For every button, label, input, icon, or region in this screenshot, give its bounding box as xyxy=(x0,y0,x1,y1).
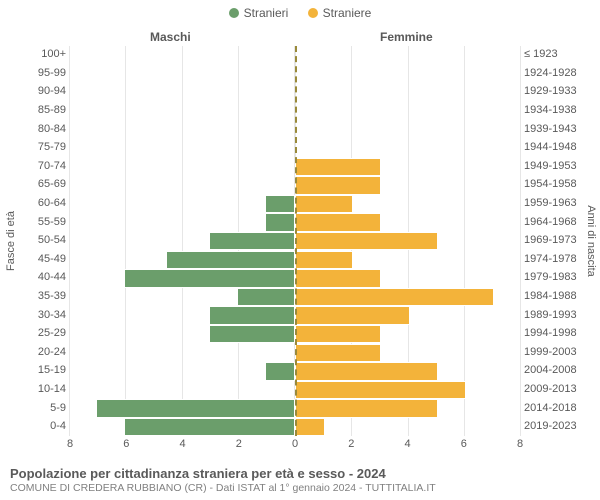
legend-label-female: Straniere xyxy=(323,6,372,20)
y-label-age: 10-14 xyxy=(0,384,66,395)
bar-male xyxy=(265,195,295,213)
y-label-age: 25-29 xyxy=(0,328,66,339)
y-label-birth: 1944-1948 xyxy=(524,142,596,153)
y-axis-left-labels: 100+ 95-99 90-94 85-89 80-84 75-79 70-74 65-69 6… xyxy=(0,46,66,436)
bar-female xyxy=(295,195,353,213)
bar-male xyxy=(209,306,295,324)
y-label-birth: 1934-1938 xyxy=(524,105,596,116)
center-axis-line xyxy=(295,46,297,436)
y-label-age: 15-19 xyxy=(0,365,66,376)
x-tick: 8 xyxy=(67,438,73,450)
bar-female xyxy=(295,362,438,380)
bar-male xyxy=(209,325,295,343)
y-label-age: 60-64 xyxy=(0,198,66,209)
y-label-birth: 2019-2023 xyxy=(524,421,596,432)
y-label-birth: 1924-1928 xyxy=(524,68,596,79)
x-tick: 0 xyxy=(292,438,298,450)
bar-female xyxy=(295,306,410,324)
y-label-birth: 1974-1978 xyxy=(524,254,596,265)
bar-male xyxy=(124,269,295,287)
bar-female xyxy=(295,288,494,306)
bar-male xyxy=(265,213,295,231)
bar-female xyxy=(295,213,381,231)
y-label-age: 90-94 xyxy=(0,86,66,97)
x-tick: 2 xyxy=(236,438,242,450)
x-axis: 8 6 4 2 0 2 4 6 8 xyxy=(70,438,520,454)
pyramid-chart: Stranieri Straniere Maschi Femmine Fasce… xyxy=(0,0,600,500)
y-label-birth: 1969-1973 xyxy=(524,235,596,246)
y-label-birth: 1954-1958 xyxy=(524,179,596,190)
y-label-birth: 1964-1968 xyxy=(524,217,596,228)
y-label-age: 55-59 xyxy=(0,217,66,228)
y-label-age: 75-79 xyxy=(0,142,66,153)
header-female: Femmine xyxy=(380,30,433,44)
plot-area xyxy=(70,46,520,436)
x-tick: 4 xyxy=(404,438,410,450)
bar-female xyxy=(295,325,381,343)
chart-subtitle: COMUNE DI CREDERA RUBBIANO (CR) - Dati I… xyxy=(10,482,590,494)
y-label-age: 45-49 xyxy=(0,254,66,265)
y-label-birth: 1979-1983 xyxy=(524,272,596,283)
y-label-age: 80-84 xyxy=(0,124,66,135)
legend: Stranieri Straniere xyxy=(0,6,600,21)
y-label-birth: 1949-1953 xyxy=(524,161,596,172)
y-label-birth: ≤ 1923 xyxy=(524,49,596,60)
bar-female xyxy=(295,232,438,250)
header-male: Maschi xyxy=(150,30,191,44)
legend-item-male: Stranieri xyxy=(229,6,289,20)
bar-female xyxy=(295,269,381,287)
y-label-birth: 2014-2018 xyxy=(524,403,596,414)
y-label-birth: 1984-1988 xyxy=(524,291,596,302)
legend-item-female: Straniere xyxy=(308,6,372,20)
bar-female xyxy=(295,344,381,362)
x-tick: 6 xyxy=(461,438,467,450)
chart-title: Popolazione per cittadinanza straniera p… xyxy=(10,466,590,481)
y-label-age: 5-9 xyxy=(0,403,66,414)
bar-male xyxy=(166,251,295,269)
legend-swatch-male xyxy=(229,8,239,18)
y-label-birth: 2004-2008 xyxy=(524,365,596,376)
bar-male xyxy=(237,288,295,306)
chart-footer: Popolazione per cittadinanza straniera p… xyxy=(10,466,590,494)
bar-female xyxy=(295,158,381,176)
y-label-age: 65-69 xyxy=(0,179,66,190)
x-tick: 2 xyxy=(348,438,354,450)
y-label-age: 50-54 xyxy=(0,235,66,246)
bar-male xyxy=(124,418,295,436)
y-label-age: 35-39 xyxy=(0,291,66,302)
y-label-birth: 1929-1933 xyxy=(524,86,596,97)
bar-female xyxy=(295,176,381,194)
y-label-birth: 1939-1943 xyxy=(524,124,596,135)
y-label-age: 30-34 xyxy=(0,310,66,321)
bar-male xyxy=(209,232,295,250)
bar-female xyxy=(295,418,325,436)
x-tick: 8 xyxy=(517,438,523,450)
bar-female xyxy=(295,399,438,417)
y-label-age: 40-44 xyxy=(0,272,66,283)
y-label-age: 0-4 xyxy=(0,421,66,432)
bar-female xyxy=(295,251,353,269)
bar-male xyxy=(96,399,295,417)
y-label-age: 95-99 xyxy=(0,68,66,79)
y-label-age: 20-24 xyxy=(0,347,66,358)
y-label-age: 100+ xyxy=(0,49,66,60)
y-label-birth: 2009-2013 xyxy=(524,384,596,395)
x-tick: 6 xyxy=(123,438,129,450)
y-label-age: 70-74 xyxy=(0,161,66,172)
legend-label-male: Stranieri xyxy=(244,6,289,20)
y-label-age: 85-89 xyxy=(0,105,66,116)
x-tick: 4 xyxy=(179,438,185,450)
bar-male xyxy=(265,362,295,380)
gridline xyxy=(520,46,521,436)
y-label-birth: 1994-1998 xyxy=(524,328,596,339)
y-label-birth: 1959-1963 xyxy=(524,198,596,209)
legend-swatch-female xyxy=(308,8,318,18)
y-axis-right-labels: ≤ 1923 1924-1928 1929-1933 1934-1938 1939-19… xyxy=(524,46,596,436)
y-label-birth: 1999-2003 xyxy=(524,347,596,358)
bar-female xyxy=(295,381,466,399)
y-label-birth: 1989-1993 xyxy=(524,310,596,321)
